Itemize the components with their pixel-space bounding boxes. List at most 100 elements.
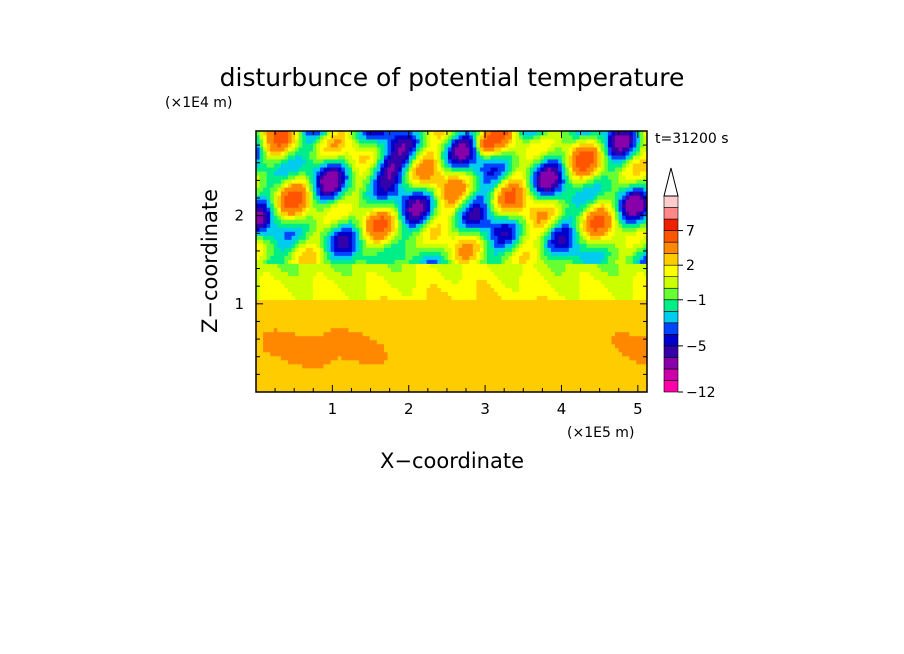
- heatmap-cell: [455, 255, 460, 260]
- heatmap-cell: [312, 219, 317, 224]
- heatmap-cell: [636, 343, 641, 349]
- heatmap-cell: [458, 363, 463, 369]
- heatmap-cell: [575, 323, 580, 329]
- heatmap-cell: [522, 315, 527, 321]
- heatmap-cell: [348, 255, 353, 260]
- heatmap-cell: [561, 235, 566, 240]
- heatmap-cell: [309, 383, 314, 389]
- heatmap-cell: [376, 387, 381, 393]
- heatmap-cell: [554, 251, 559, 256]
- heatmap-cell: [312, 235, 317, 240]
- heatmap-cell: [423, 239, 428, 244]
- heatmap-cell: [430, 303, 435, 309]
- heatmap-cell: [437, 299, 442, 305]
- heatmap-cell: [341, 255, 346, 260]
- heatmap-cell: [351, 227, 356, 232]
- heatmap-cell: [323, 343, 328, 349]
- heatmap-cell: [586, 283, 591, 288]
- heatmap-cell: [344, 223, 349, 228]
- heatmap-cell: [472, 271, 477, 276]
- heatmap-cell: [263, 319, 268, 325]
- heatmap-cell: [394, 235, 399, 240]
- heatmap-cell: [408, 275, 413, 280]
- heatmap-cell: [632, 375, 637, 381]
- heatmap-cell: [551, 339, 555, 345]
- heatmap-cell: [348, 379, 353, 385]
- heatmap-cell: [600, 367, 605, 373]
- heatmap-cell: [291, 291, 296, 297]
- heatmap-cell: [451, 379, 456, 385]
- heatmap-cell: [401, 299, 406, 305]
- heatmap-cell: [270, 379, 275, 385]
- heatmap-cell: [483, 347, 488, 353]
- heatmap-cell: [636, 251, 641, 256]
- heatmap-cell: [344, 375, 349, 381]
- heatmap-cell: [536, 307, 541, 313]
- heatmap-cell: [451, 359, 456, 365]
- heatmap-cell: [369, 359, 374, 365]
- heatmap-cell: [380, 271, 385, 276]
- heatmap-cell: [412, 319, 417, 325]
- heatmap-cell: [270, 319, 275, 325]
- heatmap-cell: [615, 367, 619, 373]
- heatmap-cell: [543, 263, 548, 268]
- heatmap-cell: [600, 263, 605, 268]
- heatmap-cell: [565, 211, 570, 216]
- heatmap-cell: [632, 227, 637, 232]
- heatmap-cell: [423, 219, 428, 224]
- heatmap-cell: [398, 283, 403, 288]
- heatmap-cell: [426, 363, 431, 369]
- heatmap-cell: [526, 319, 531, 325]
- heatmap-cell: [295, 307, 300, 313]
- heatmap-cell: [632, 303, 637, 309]
- heatmap-cell: [355, 263, 360, 268]
- heatmap-cell: [451, 279, 456, 284]
- heatmap-cell: [362, 299, 367, 305]
- heatmap-cell: [273, 339, 278, 345]
- heatmap-cell: [494, 243, 499, 248]
- heatmap-cell: [440, 307, 445, 313]
- heatmap-cell: [575, 283, 580, 288]
- heatmap-cell: [604, 383, 609, 389]
- heatmap-cell: [565, 219, 570, 224]
- heatmap-cell: [572, 295, 577, 301]
- heatmap-cell: [305, 315, 310, 321]
- heatmap-cell: [543, 327, 548, 333]
- heatmap-cell: [319, 327, 324, 333]
- heatmap-cell: [558, 279, 563, 284]
- heatmap-cell: [639, 343, 644, 349]
- heatmap-cell: [504, 243, 509, 248]
- heatmap-cell: [298, 283, 303, 288]
- heatmap-cell: [579, 235, 584, 240]
- heatmap-cell: [344, 275, 349, 280]
- heatmap-cell: [287, 287, 292, 293]
- heatmap-cell: [398, 243, 403, 248]
- heatmap-cell: [334, 275, 339, 280]
- heatmap-cell: [330, 279, 335, 284]
- heatmap-cell: [433, 327, 438, 333]
- heatmap-cell: [622, 363, 627, 369]
- heatmap-cell: [607, 339, 612, 345]
- heatmap-cell: [508, 239, 513, 244]
- heatmap-cell: [373, 359, 378, 365]
- heatmap-cell: [529, 227, 534, 232]
- heatmap-cell: [511, 283, 516, 288]
- heatmap-cell: [472, 219, 477, 224]
- heatmap-cell: [415, 339, 420, 345]
- heatmap-cell: [636, 371, 641, 377]
- heatmap-cell: [387, 223, 392, 228]
- heatmap-cell: [319, 303, 324, 309]
- heatmap-cell: [597, 371, 602, 377]
- heatmap-cell: [597, 211, 602, 216]
- heatmap-cell: [469, 259, 474, 264]
- heatmap-cell: [298, 231, 303, 236]
- heatmap-cell: [568, 291, 573, 297]
- heatmap-cell: [497, 227, 502, 232]
- heatmap-cell: [298, 331, 303, 337]
- heatmap-cell: [280, 371, 285, 377]
- heatmap-cell: [639, 355, 644, 361]
- heatmap-cell: [337, 215, 342, 220]
- heatmap-cell: [302, 255, 307, 260]
- heatmap-cell: [423, 379, 428, 385]
